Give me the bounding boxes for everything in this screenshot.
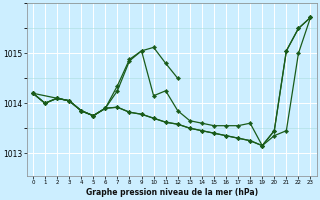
X-axis label: Graphe pression niveau de la mer (hPa): Graphe pression niveau de la mer (hPa) [86, 188, 258, 197]
